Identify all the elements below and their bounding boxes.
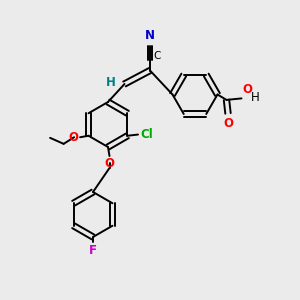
Text: F: F: [89, 244, 97, 256]
Text: O: O: [69, 131, 79, 144]
Text: O: O: [242, 83, 252, 96]
Text: O: O: [104, 157, 115, 170]
Text: H: H: [250, 91, 259, 104]
Text: H: H: [106, 76, 116, 89]
Text: Cl: Cl: [140, 128, 153, 141]
Text: N: N: [145, 29, 155, 42]
Text: C: C: [154, 51, 161, 62]
Text: O: O: [223, 117, 233, 130]
